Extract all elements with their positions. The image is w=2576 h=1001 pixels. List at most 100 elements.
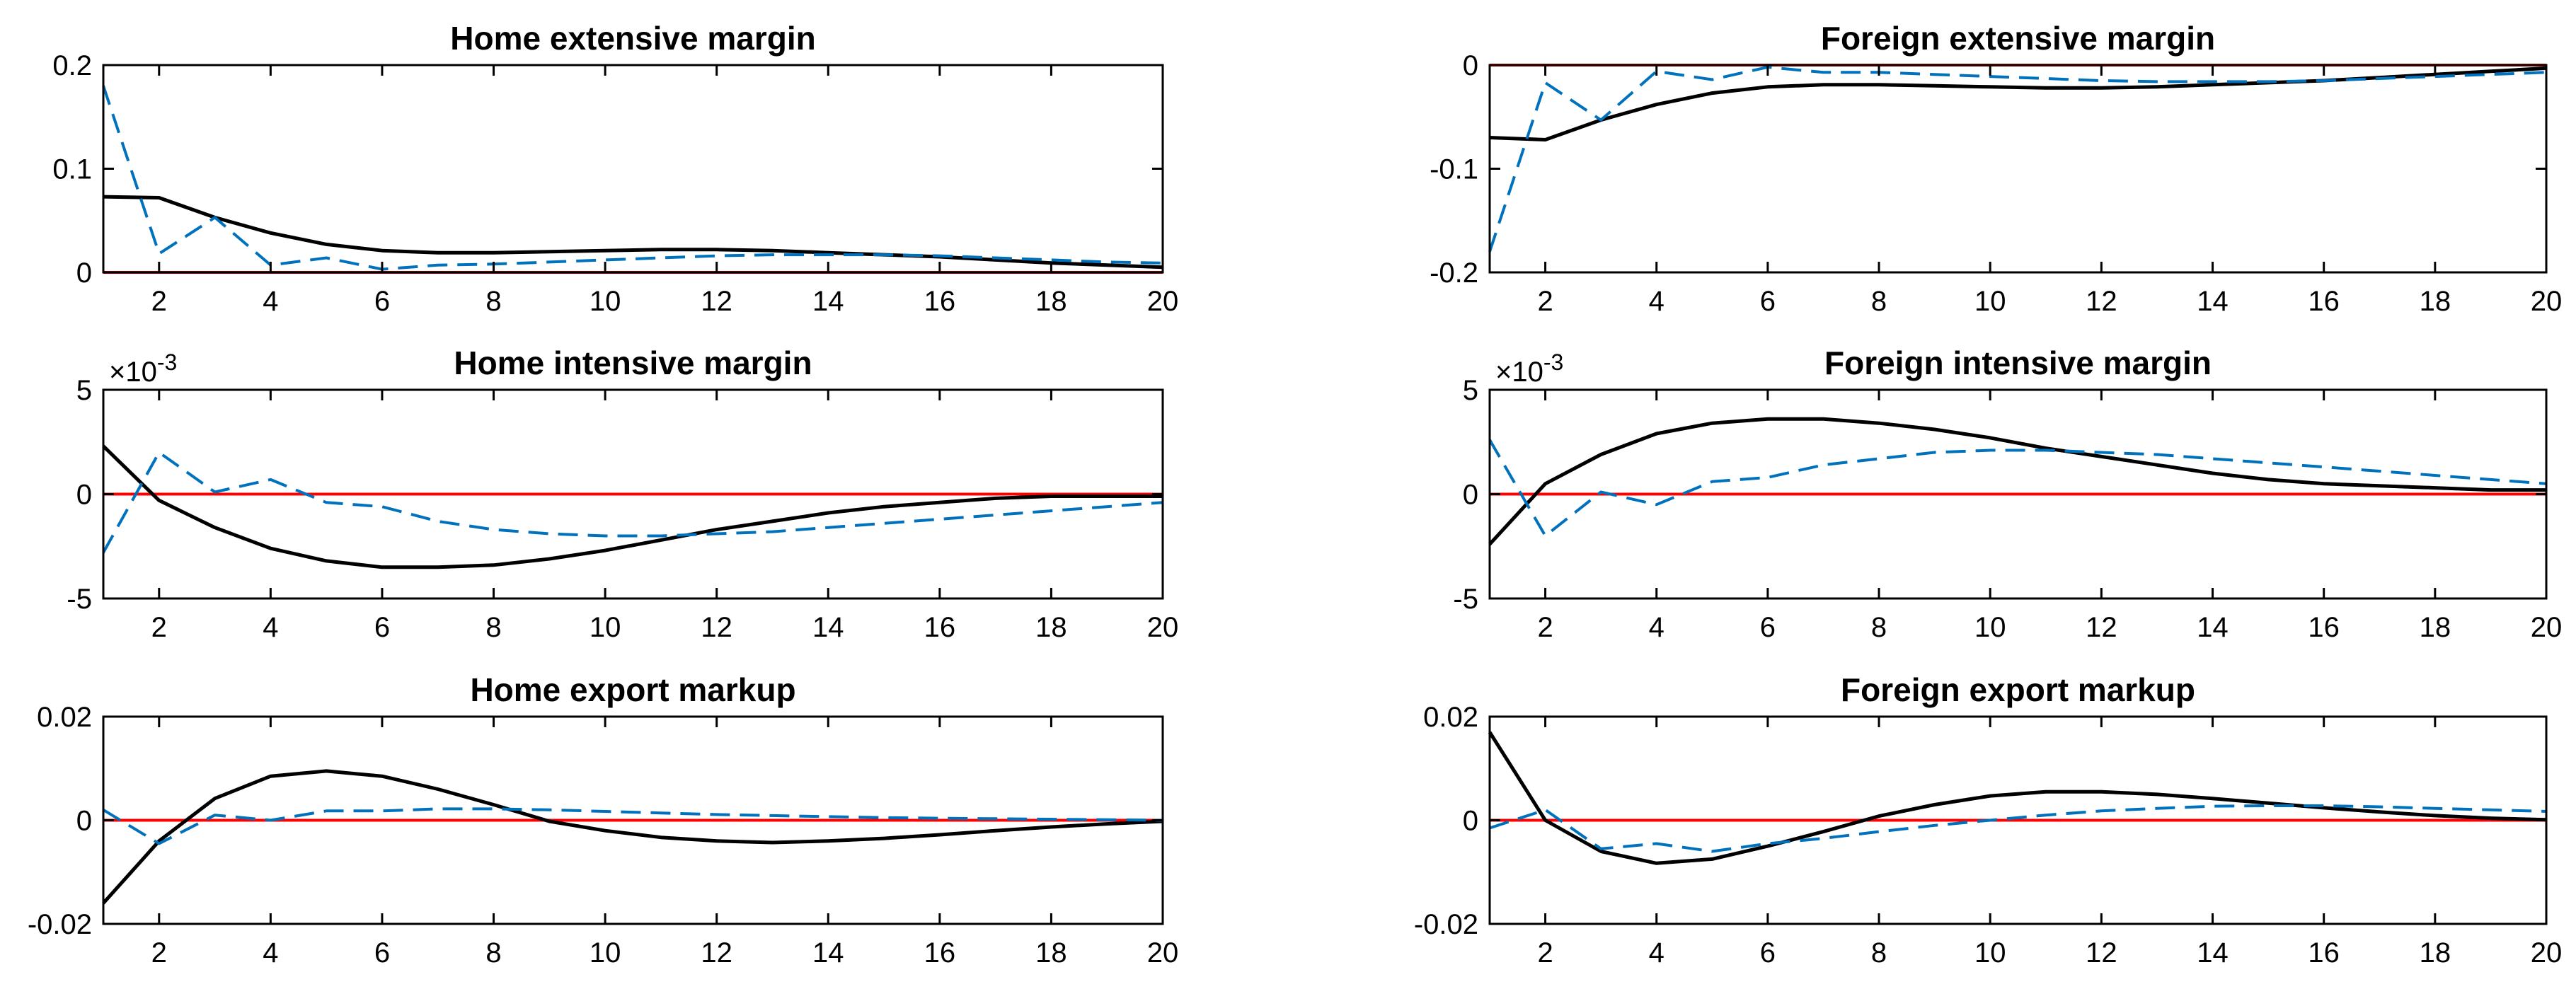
series-line-dashed [1489, 804, 2547, 853]
x-tick-label: 16 [924, 286, 956, 317]
x-tick-label: 18 [1035, 612, 1067, 643]
x-tick-label: 16 [2308, 937, 2340, 968]
series-line-dashed [1488, 65, 2547, 253]
x-tick-label: 8 [485, 286, 501, 317]
y-tick-label: -5 [1453, 584, 1478, 615]
x-tick-label: 2 [151, 612, 167, 643]
x-tick-label: 18 [2420, 286, 2451, 317]
x-tick-label: 6 [374, 937, 390, 968]
x-tick-label: 4 [263, 286, 278, 317]
y-tick-label: 0 [76, 258, 92, 289]
x-tick-label: 8 [1871, 286, 1887, 317]
x-tick-label: 12 [2086, 612, 2117, 643]
x-tick-label: 14 [2197, 612, 2229, 643]
y-tick-label: 5 [76, 375, 92, 406]
exponent-base: ×10 [1495, 357, 1543, 388]
y-tick-label: 0 [1463, 806, 1478, 837]
series-line-dashed [102, 451, 1163, 554]
series-line-solid [102, 769, 1163, 905]
x-tick-label: 10 [1974, 612, 2006, 643]
x-tick-label: 8 [1871, 612, 1887, 643]
x-tick-label: 10 [1974, 286, 2006, 317]
x-tick-label: 14 [2197, 937, 2229, 968]
x-tick-label: 16 [2308, 612, 2340, 643]
series-line-solid [102, 444, 1163, 569]
x-tick-label: 10 [590, 612, 621, 643]
y-tick-label: 0.02 [1423, 702, 1478, 733]
series-line-solid [1488, 731, 2547, 865]
x-tick-label: 12 [701, 937, 732, 968]
x-tick-label: 10 [590, 286, 621, 317]
x-tick-label: 8 [485, 937, 501, 968]
exponent-power: -3 [1543, 349, 1563, 375]
x-tick-label: 12 [2086, 937, 2117, 968]
y-tick-label: -0.02 [28, 909, 92, 940]
series-line-dashed [102, 85, 1163, 271]
y-tick-label: -5 [67, 584, 92, 615]
x-tick-label: 14 [812, 612, 844, 643]
x-tick-label: 2 [151, 937, 167, 968]
y-tick-label: 0 [1463, 480, 1478, 511]
x-tick-label: 16 [924, 937, 956, 968]
x-tick-label: 12 [701, 286, 732, 317]
y-tick-label: 0.2 [52, 50, 92, 81]
x-tick-label: 6 [1760, 286, 1776, 317]
x-tick-label: 2 [1537, 937, 1553, 968]
x-tick-label: 16 [924, 612, 956, 643]
axes-box [1488, 64, 2548, 274]
x-tick-label: 2 [1537, 612, 1553, 643]
x-tick-label: 20 [1147, 286, 1179, 317]
series-line-dashed [1488, 439, 2547, 538]
x-tick-label: 6 [1760, 612, 1776, 643]
x-tick-label: 6 [374, 612, 390, 643]
x-tick-label: 8 [1871, 937, 1887, 968]
y-tick-label: -0.1 [1430, 154, 1478, 185]
chart-home-intensive-margin: Home intensive margin 2 4 6 8 10 12 14 16 18 20 -5 0… [67, 345, 1178, 643]
x-tick-label: 4 [1649, 286, 1664, 317]
x-tick-label: 4 [263, 937, 278, 968]
x-tick-label: 14 [2197, 286, 2229, 317]
x-tick-label: 14 [812, 286, 844, 317]
x-tick-label: 20 [2531, 286, 2563, 317]
x-tick-label: 18 [1035, 937, 1067, 968]
y-axis-exponent: ×10-3 [1495, 349, 1563, 388]
chart-title: Foreign extensive margin [1821, 20, 2215, 57]
chart-foreign-extensive-margin: Foreign extensive margin 2 4 6 8 10 12 14 16 18 20… [1430, 20, 2562, 317]
x-tick-label: 18 [2420, 937, 2451, 968]
chart-title: Foreign export markup [1841, 671, 2195, 708]
x-tick-label: 12 [2086, 286, 2117, 317]
x-tick-label: 14 [812, 937, 844, 968]
x-tick-label: 4 [1649, 612, 1664, 643]
chart-title: Foreign intensive margin [1824, 345, 2212, 381]
x-tick-label: 4 [263, 612, 278, 643]
series-line-solid [103, 195, 1163, 270]
y-tick-label: 0 [76, 480, 92, 511]
x-tick-label: 2 [151, 286, 167, 317]
y-tick-label: -0.02 [1414, 909, 1478, 940]
chart-title: Home extensive margin [450, 20, 815, 57]
x-tick-label: 20 [1147, 612, 1179, 643]
x-tick-label: 18 [1035, 286, 1067, 317]
chart-foreign-export-markup: Foreign export markup 2 4 6 8 10 12 14 16 18 20 -0.… [1414, 671, 2562, 968]
series-line-solid [1489, 66, 2547, 141]
y-tick-label: -0.2 [1430, 258, 1478, 289]
y-tick-label: 0.02 [37, 702, 92, 733]
x-tick-label: 10 [590, 937, 621, 968]
exponent-power: -3 [157, 349, 177, 375]
chart-title: Home export markup [470, 671, 795, 708]
series-line-dashed [102, 807, 1163, 845]
x-tick-label: 16 [2308, 286, 2340, 317]
chart-title: Home intensive margin [454, 345, 812, 381]
x-tick-label: 6 [1760, 937, 1776, 968]
x-tick-label: 8 [485, 612, 501, 643]
x-tick-label: 6 [374, 286, 390, 317]
chart-home-extensive-margin: Home extensive margin 2 4 6 8 10 12 14 16 18 20 0 0.… [52, 20, 1178, 317]
axes-box [102, 64, 1164, 274]
x-tick-label: 2 [1537, 286, 1553, 317]
x-tick-label: 20 [2531, 612, 2563, 643]
y-tick-label: 0 [76, 806, 92, 837]
y-tick-label: 5 [1463, 375, 1478, 406]
x-tick-label: 20 [1147, 937, 1179, 968]
x-tick-label: 10 [1974, 937, 2006, 968]
